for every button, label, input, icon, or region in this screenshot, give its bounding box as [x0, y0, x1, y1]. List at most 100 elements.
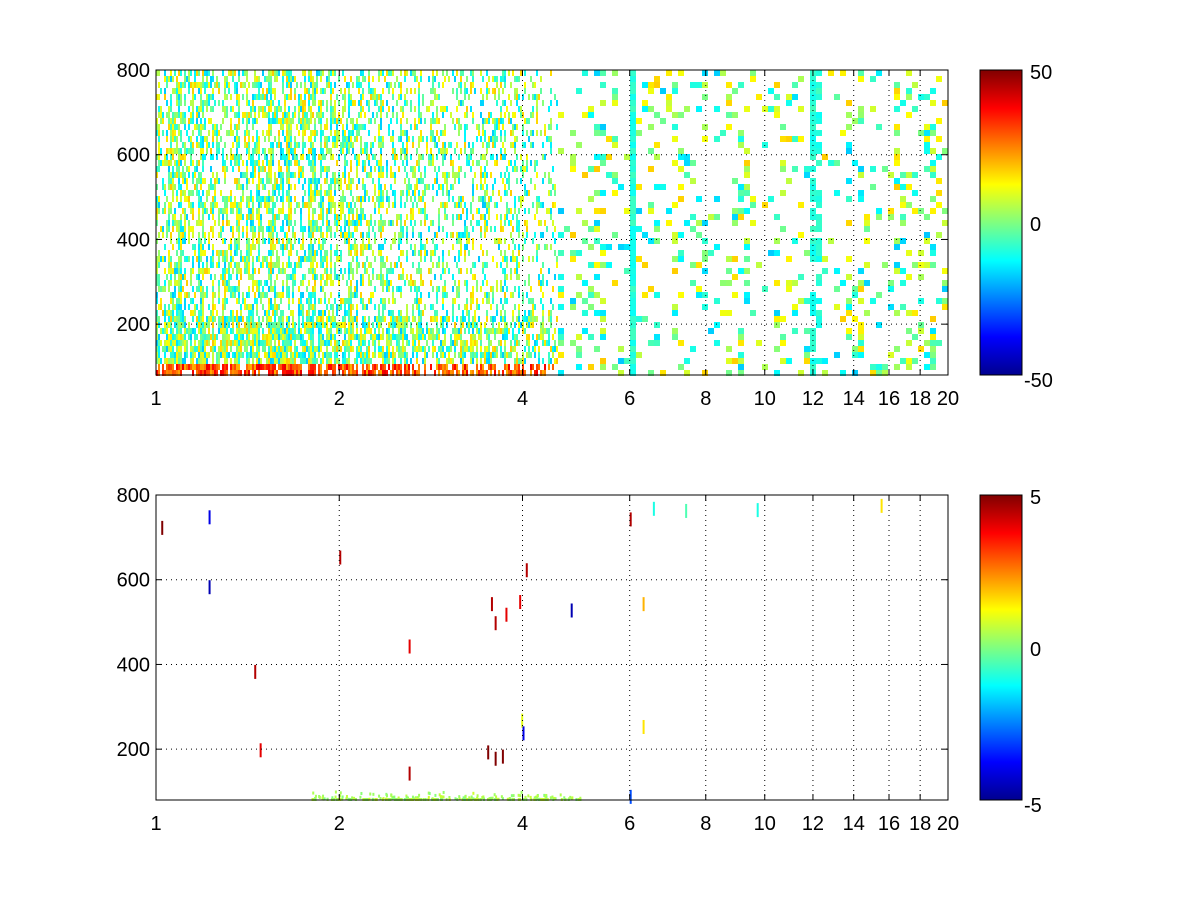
heatmap-cell — [484, 322, 486, 328]
heatmap-cell — [274, 322, 276, 328]
heatmap-cell — [204, 268, 206, 274]
heatmap-cell — [214, 340, 216, 346]
heatmap-cell — [286, 82, 288, 88]
heatmap-cell — [516, 334, 518, 340]
heatmap-cell — [400, 148, 402, 154]
heatmap-cell — [340, 322, 342, 328]
heatmap-cell — [242, 94, 244, 100]
heatmap-cell — [354, 226, 356, 232]
heatmap-cell — [414, 76, 416, 82]
heatmap-cell — [528, 322, 530, 328]
heatmap-cell — [244, 70, 246, 76]
heatmap-cell — [346, 238, 348, 244]
heatmap-cell — [340, 226, 342, 232]
heatmap-cell — [236, 370, 238, 376]
heatmap-cell — [326, 232, 328, 238]
heatmap-cell — [310, 160, 312, 166]
heatmap-cell — [158, 94, 160, 100]
heatmap-cell — [316, 76, 318, 82]
heatmap-cell — [246, 352, 248, 358]
heatmap-cell — [588, 226, 594, 232]
heatmap-cell — [444, 172, 446, 178]
heatmap-cell — [320, 256, 322, 262]
heatmap-cell — [266, 364, 268, 370]
heatmap-cell — [446, 316, 448, 322]
heatmap-cell — [288, 136, 290, 142]
heatmap-cell — [180, 118, 182, 124]
heatmap-cell — [308, 352, 310, 358]
heatmap-cell — [326, 268, 328, 274]
heatmap-cell — [514, 256, 516, 262]
heatmap-cell — [310, 220, 312, 226]
heatmap-cell — [452, 340, 454, 346]
heatmap-cell — [594, 310, 600, 316]
heatmap-cell — [202, 262, 204, 268]
heatmap-cell — [306, 202, 308, 208]
heatmap-cell — [500, 196, 502, 202]
heatmap-cell — [288, 130, 290, 136]
heatmap-cell — [196, 124, 198, 130]
heatmap-cell — [338, 346, 340, 352]
heatmap-cell — [308, 358, 310, 364]
heatmap-cell — [208, 316, 210, 322]
heatmap-cell — [266, 202, 268, 208]
heatmap-cell — [242, 196, 244, 202]
heatmap-cell — [238, 106, 240, 112]
heatmap-cell — [214, 370, 216, 376]
heatmap-cell — [420, 250, 422, 256]
heatmap-cell — [324, 310, 326, 316]
heatmap-cell — [394, 298, 396, 304]
heatmap-cell — [516, 316, 518, 322]
heatmap-cell — [216, 262, 218, 268]
heatmap-cell — [238, 292, 240, 298]
heatmap-cell — [196, 364, 198, 370]
heatmap-cell — [348, 226, 350, 232]
heatmap-cell — [436, 142, 438, 148]
heatmap-cell — [292, 232, 294, 238]
heatmap-cell — [390, 166, 392, 172]
heatmap-cell — [406, 88, 408, 94]
heatmap-cell — [470, 148, 472, 154]
heatmap-cell — [446, 148, 448, 154]
heatmap-cell — [524, 358, 526, 364]
heatmap-cell — [442, 190, 444, 196]
heatmap-cell — [252, 220, 254, 226]
heatmap-cell — [316, 82, 318, 88]
heatmap-cell — [466, 226, 468, 232]
heatmap-cell — [320, 202, 322, 208]
heatmap-cell — [178, 310, 180, 316]
heatmap-cell — [322, 208, 324, 214]
heatmap-cell — [198, 202, 200, 208]
heatmap-cell — [552, 202, 554, 208]
heatmap-cell — [224, 286, 226, 292]
heatmap-cell — [510, 220, 512, 226]
heatmap-cell — [480, 340, 482, 346]
heatmap-cell — [218, 100, 220, 106]
heatmap-cell — [498, 340, 500, 346]
heatmap-cell — [506, 178, 508, 184]
heatmap-cell — [358, 352, 360, 358]
heatmap-cell — [556, 346, 558, 352]
heatmap-cell — [350, 166, 352, 172]
heatmap-cell — [280, 268, 282, 274]
heatmap-cell — [534, 340, 536, 346]
heatmap-cell — [504, 250, 506, 256]
heatmap-cell — [522, 256, 524, 262]
heatmap-cell — [514, 160, 516, 166]
heatmap-cell — [494, 334, 496, 340]
heatmap-cell — [350, 76, 352, 82]
heatmap-cell — [202, 208, 204, 214]
heatmap-cell — [238, 160, 240, 166]
heatmap-cell — [524, 370, 526, 376]
heatmap-cell — [172, 364, 174, 370]
heatmap-cell — [262, 292, 264, 298]
heatmap-cell — [310, 358, 312, 364]
heatmap-cell — [594, 292, 600, 298]
heatmap-cell — [272, 88, 274, 94]
heatmap-cell — [326, 142, 328, 148]
heatmap-cell — [220, 346, 222, 352]
heatmap-cell — [522, 364, 524, 370]
heatmap-cell — [158, 340, 160, 346]
heatmap-cell — [158, 202, 160, 208]
heatmap-cell — [208, 244, 210, 250]
